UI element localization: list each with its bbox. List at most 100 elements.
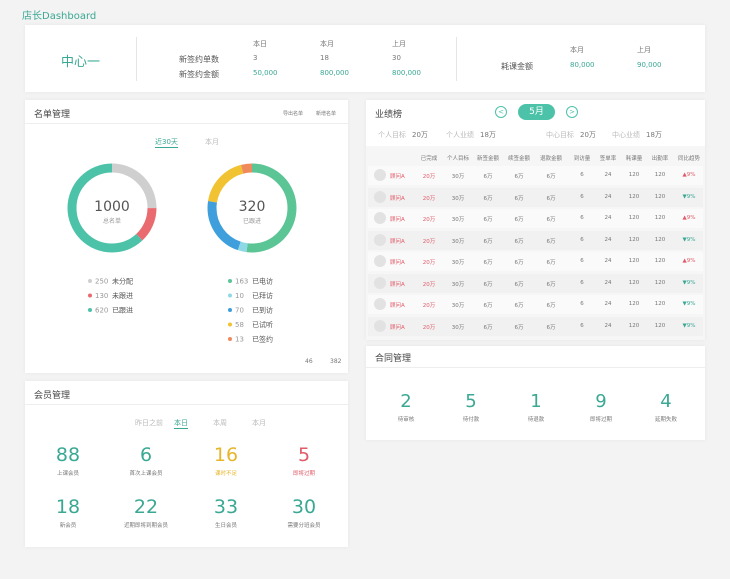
cell: ▼9%	[682, 279, 696, 286]
target-value: 20万	[412, 131, 428, 139]
card-title: 会员管理	[34, 391, 71, 401]
cell: 24	[604, 258, 612, 264]
stat-value: 5	[465, 391, 477, 412]
cell: 120	[654, 193, 666, 200]
stat-value: 9	[595, 391, 607, 412]
advisor-name: 顾问A	[390, 174, 405, 180]
tab[interactable]: 本日	[174, 419, 188, 429]
tab[interactable]: 本周	[213, 419, 227, 427]
cell: 20万	[422, 281, 436, 288]
avatar	[374, 190, 386, 203]
column-header: 出勤率	[651, 156, 669, 162]
legend-dot	[88, 293, 92, 298]
cell: 6	[580, 172, 584, 178]
stat-label: 即将过期	[292, 471, 316, 477]
stat-label: 课时不足	[214, 471, 238, 477]
cell: 6	[580, 236, 584, 243]
cell: 6万	[483, 303, 493, 309]
legend-value: 620	[95, 307, 108, 315]
donut-segment	[207, 163, 297, 253]
cell: 24	[604, 279, 612, 286]
tab[interactable]: 本月	[252, 419, 266, 427]
legend-label: 已签约	[252, 335, 273, 344]
row-bg	[368, 252, 703, 271]
divider	[25, 123, 348, 124]
cell: ▲9%	[682, 172, 696, 178]
cell: 6万	[483, 174, 493, 180]
legend-label: 未分配	[112, 277, 133, 286]
advisor-name: 顾问A	[390, 281, 405, 288]
legend-value: 163	[235, 278, 248, 286]
cell: 120	[628, 258, 640, 264]
divider	[456, 37, 457, 81]
row-label: 新签约金额	[179, 70, 219, 79]
legend-dot	[228, 308, 232, 312]
row-bg	[368, 295, 703, 314]
advisor-name: 顾问A	[390, 324, 405, 331]
cell: 120	[628, 215, 640, 221]
stat-value: 30	[291, 496, 317, 518]
row-bg	[368, 273, 703, 293]
cell: 6万	[546, 217, 556, 223]
members-card: 会员管理 昨日之前 本日 本周 本月 88 上课会员 6 首次上课会员 16 课时不足 5 即将过期 1…	[25, 381, 348, 547]
legend-label: 未跟进	[112, 291, 133, 300]
cell: 6万	[483, 324, 493, 331]
cell: 6万	[514, 217, 524, 223]
stat-value: 33	[213, 496, 239, 518]
month-pill[interactable]: 5月	[518, 104, 555, 120]
donut-total: 1000	[94, 199, 130, 215]
column-header: 个人目标	[446, 156, 470, 162]
cell: 30万	[451, 195, 465, 202]
cell: 6	[580, 215, 584, 221]
action-button[interactable]: 导出名单	[283, 111, 304, 117]
center-name: 中心一	[61, 55, 101, 70]
target-value: 18万	[646, 131, 662, 139]
legend-dot	[228, 322, 232, 327]
cell: 30	[392, 54, 401, 62]
tab[interactable]: 昨日之前	[135, 419, 163, 427]
tab[interactable]: 近30天	[155, 138, 178, 148]
card-title: 业绩榜	[375, 110, 403, 120]
footer-stat: 46	[305, 358, 313, 365]
cell: 120	[628, 322, 640, 329]
legend-dot	[228, 337, 232, 341]
cell: 6万	[514, 195, 524, 202]
cell: ▼9%	[682, 301, 696, 307]
cell: 6万	[546, 195, 556, 202]
cell: 6万	[514, 238, 524, 245]
legend-dot	[88, 279, 92, 283]
stat-label: 即将过期	[589, 417, 613, 423]
legend-label: 已拜访	[252, 291, 273, 300]
column-header: 上月	[637, 46, 651, 54]
cell: 6万	[546, 260, 556, 266]
column-header: 耗课量	[625, 156, 643, 162]
divider	[25, 404, 348, 405]
avatar	[374, 319, 386, 332]
action-button[interactable]: 新增名单	[316, 111, 337, 117]
prev-month[interactable]: <	[495, 106, 507, 118]
cell: 24	[604, 193, 612, 200]
cell: 6	[580, 258, 584, 264]
advisor-name: 顾问A	[390, 238, 405, 245]
stat-label: 待退款	[527, 417, 545, 423]
tab[interactable]: 本月	[205, 138, 219, 146]
next-month[interactable]: >	[566, 106, 578, 118]
legend-label: 已试听	[252, 320, 273, 329]
cell: 6	[580, 193, 584, 200]
cell: 6	[580, 301, 584, 307]
donut-segment	[207, 163, 297, 253]
stat-label: 新会员	[59, 523, 77, 529]
donut-segment	[67, 163, 157, 253]
cell: 20万	[422, 324, 436, 331]
column-header: 本日	[253, 40, 267, 48]
cell: 6万	[514, 281, 524, 288]
legend-label: 已到访	[252, 306, 273, 315]
cell: 30万	[451, 238, 465, 245]
stat-label: 首次上课会员	[129, 471, 163, 477]
row-bg	[368, 316, 703, 336]
cell: 120	[654, 279, 666, 286]
cell: 120	[654, 258, 666, 264]
cell: 30万	[451, 281, 465, 288]
cell: 6万	[546, 303, 556, 309]
row-bg	[368, 230, 703, 250]
